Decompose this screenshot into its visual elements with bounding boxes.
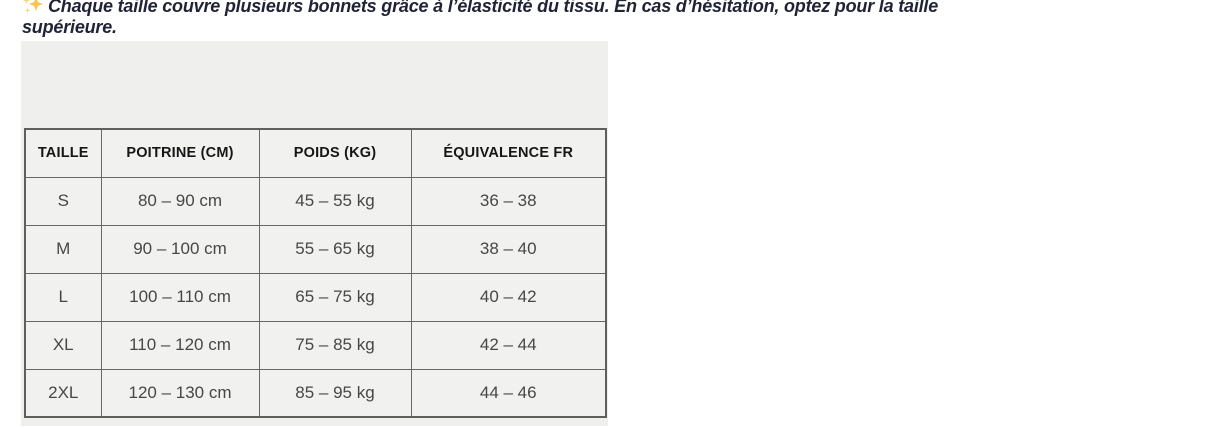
table-row-xl: XL 110 – 120 cm 75 – 85 kg 42 – 44 bbox=[24, 320, 607, 370]
table-row-2xl: 2XL 120 – 130 cm 85 – 95 kg 44 – 46 bbox=[24, 368, 607, 418]
table-row-l: L 100 – 110 cm 65 – 75 kg 40 – 42 bbox=[24, 272, 607, 322]
cell-size: L bbox=[24, 272, 102, 322]
cell-chest: 90 – 100 cm bbox=[100, 224, 260, 274]
cell-fr-equivalence: 36 – 38 bbox=[410, 176, 607, 226]
sparkles-icon bbox=[22, 0, 44, 15]
cell-size: S bbox=[24, 176, 102, 226]
column-header-equivalence-fr: ÉQUIVALENCE FR bbox=[410, 128, 607, 178]
cell-chest: 80 – 90 cm bbox=[100, 176, 260, 226]
cell-fr-equivalence: 44 – 46 bbox=[410, 368, 607, 418]
sizing-note: Chaque taille couvre plusieurs bonnets g… bbox=[22, 0, 1132, 38]
table-row-s: S 80 – 90 cm 45 – 55 kg 36 – 38 bbox=[24, 176, 607, 226]
table-header-row: TAILLE POITRINE (CM) POIDS (KG) ÉQUIVALE… bbox=[24, 128, 607, 178]
column-header-taille: TAILLE bbox=[24, 128, 102, 178]
cell-size: M bbox=[24, 224, 102, 274]
cell-size: 2XL bbox=[24, 368, 102, 418]
cell-weight: 45 – 55 kg bbox=[258, 176, 412, 226]
cell-chest: 110 – 120 cm bbox=[100, 320, 260, 370]
column-header-poitrine: POITRINE (CM) bbox=[100, 128, 260, 178]
size-chart-panel: TAILLE POITRINE (CM) POIDS (KG) ÉQUIVALE… bbox=[21, 41, 608, 426]
cell-size: XL bbox=[24, 320, 102, 370]
cell-fr-equivalence: 40 – 42 bbox=[410, 272, 607, 322]
cell-weight: 75 – 85 kg bbox=[258, 320, 412, 370]
cell-weight: 55 – 65 kg bbox=[258, 224, 412, 274]
note-line-1: Chaque taille couvre plusieurs bonnets g… bbox=[48, 0, 939, 16]
cell-weight: 85 – 95 kg bbox=[258, 368, 412, 418]
cell-chest: 100 – 110 cm bbox=[100, 272, 260, 322]
cell-fr-equivalence: 42 – 44 bbox=[410, 320, 607, 370]
cell-fr-equivalence: 38 – 40 bbox=[410, 224, 607, 274]
cell-chest: 120 – 130 cm bbox=[100, 368, 260, 418]
table-row-m: M 90 – 100 cm 55 – 65 kg 38 – 40 bbox=[24, 224, 607, 274]
column-header-poids: POIDS (KG) bbox=[258, 128, 412, 178]
cell-weight: 65 – 75 kg bbox=[258, 272, 412, 322]
size-chart-table: TAILLE POITRINE (CM) POIDS (KG) ÉQUIVALE… bbox=[24, 128, 607, 418]
note-line-2: supérieure. bbox=[22, 17, 117, 37]
